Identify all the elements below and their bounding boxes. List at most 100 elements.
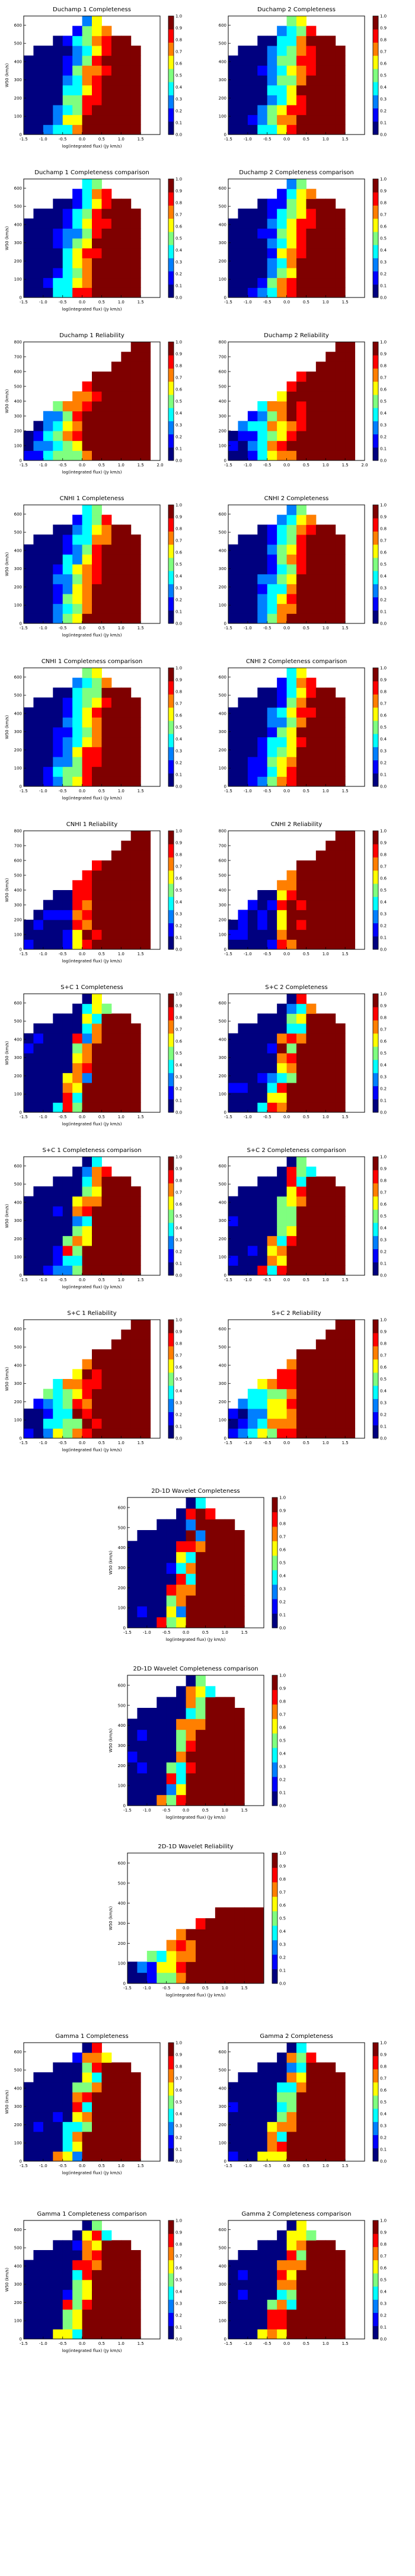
heatmap-cell	[286, 1157, 297, 1167]
heatmap-cell	[234, 1773, 245, 1784]
heatmap-cell	[130, 75, 141, 86]
heatmap-cell	[335, 910, 346, 920]
heatmap-cell	[277, 1053, 288, 1064]
colorbar-tick-label: 0.9	[380, 841, 387, 846]
heatmap-cell	[33, 1409, 44, 1419]
heatmap-cell	[43, 1073, 53, 1083]
heatmap-cell	[325, 603, 336, 614]
heatmap-cell	[62, 1043, 73, 1054]
heatmap-cell	[92, 287, 102, 298]
heatmap-cell	[111, 65, 122, 76]
heatmap-cell	[247, 1255, 258, 1266]
heatmap-cell	[257, 1388, 268, 1399]
heatmap-cell	[24, 939, 34, 950]
colorbar-segment	[373, 1372, 378, 1386]
heatmap-cell	[53, 524, 63, 535]
colorbar-segment	[373, 1060, 378, 1073]
heatmap-cell	[335, 391, 346, 402]
heatmap-cell	[257, 1399, 268, 1409]
heatmap-cell	[267, 584, 277, 594]
colorbar-tick-label: 1.0	[175, 1155, 182, 1160]
heatmap-cell	[325, 707, 336, 718]
heatmap-cell	[62, 737, 73, 747]
x-tick-label: -0.5	[263, 952, 272, 956]
heatmap-cell	[92, 1428, 102, 1439]
colorbar-tick-label: 0.0	[380, 2337, 387, 2342]
heatmap-cell	[277, 1013, 288, 1024]
heatmap-cell	[101, 2082, 112, 2092]
heatmap-cell	[92, 2329, 102, 2340]
heatmap-cell	[92, 114, 102, 125]
x-tick-label: 1.5	[342, 1441, 349, 1445]
heatmap-cell	[53, 564, 63, 575]
heatmap-cell	[257, 564, 268, 575]
heatmap-cell	[277, 1196, 288, 1207]
heatmap-cell	[43, 1053, 53, 1064]
heatmap-cell	[345, 372, 356, 382]
heatmap-cell	[296, 900, 307, 910]
colorbar-segment	[373, 108, 378, 122]
heatmap-cell	[277, 613, 288, 624]
heatmap-cell	[296, 2111, 307, 2122]
colorbar-tick-label: 0.1	[279, 1613, 286, 1618]
colorbar-segment	[373, 1046, 378, 1060]
heatmap-cell	[53, 421, 63, 431]
heatmap-cell	[127, 1541, 138, 1553]
heatmap-cell	[92, 238, 102, 249]
colorbar-segment	[272, 1867, 277, 1883]
heatmap-cell	[267, 238, 277, 249]
heatmap-cell	[24, 594, 34, 604]
heatmap-cell	[277, 75, 288, 86]
y-tick-label: 300	[219, 78, 226, 82]
heatmap-cell	[141, 401, 151, 412]
y-tick-label: 600	[14, 370, 22, 375]
y-tick-label: 100	[14, 933, 22, 937]
panel-title: S+C 2 Completeness comparison	[247, 1147, 346, 1154]
heatmap-cell	[141, 431, 151, 441]
colorbar-tick-label: 0.5	[380, 1051, 387, 1056]
colorbar-segment	[373, 231, 378, 245]
heatmap-cell	[277, 209, 288, 219]
colorbar-tick-label: 0.5	[380, 236, 387, 241]
y-tick-label: 300	[118, 1743, 126, 1748]
heatmap-cell	[196, 1508, 206, 1520]
x-tick-label: -1.0	[39, 1441, 47, 1445]
heatmap-cell	[166, 1740, 177, 1752]
colorbar-tick-label: 0.4	[175, 411, 183, 416]
heatmap-cell	[238, 1265, 248, 1276]
heatmap-cell	[257, 105, 268, 116]
axes-frame	[23, 993, 161, 1113]
y-tick-label: 400	[14, 548, 22, 553]
heatmap-cell	[111, 603, 122, 614]
heatmap-cell	[296, 860, 307, 871]
heatmap-cell	[286, 287, 297, 298]
heatmap-cell	[286, 994, 297, 1004]
heatmap-cell	[267, 594, 277, 604]
heatmap-cell	[101, 929, 112, 940]
heatmap-cell	[101, 55, 112, 66]
heatmap-cell	[121, 717, 132, 728]
heatmap-cell	[238, 766, 248, 777]
heatmap-cell	[62, 2270, 73, 2280]
heatmap-cell	[335, 1320, 346, 1330]
heatmap-cell	[111, 1102, 122, 1113]
colorbar-tick-label: 0.7	[175, 2254, 182, 2259]
heatmap-cell	[101, 431, 112, 441]
heatmap-cell	[62, 2141, 73, 2152]
x-tick-label: -0.5	[263, 1115, 272, 1119]
colorbar-segment	[373, 870, 378, 884]
heatmap-cell	[315, 1206, 326, 1217]
heatmap-cell	[296, 287, 307, 298]
heatmap-cell	[141, 840, 151, 851]
heatmap-cell	[335, 2151, 346, 2162]
heatmap-cell	[92, 411, 102, 421]
colorbar-tick-label: 0.6	[380, 1365, 387, 1370]
colorbar-tick-label: 0.4	[175, 1389, 183, 1394]
heatmap-cell	[33, 2151, 44, 2162]
colorbar-tick-label: 0.7	[175, 1353, 182, 1358]
heatmap-cell	[296, 85, 307, 95]
heatmap-cell	[92, 16, 102, 27]
heatmap-cell	[306, 524, 317, 535]
x-tick-label: 0.5	[303, 2341, 309, 2346]
heatmap-cell	[24, 727, 34, 738]
